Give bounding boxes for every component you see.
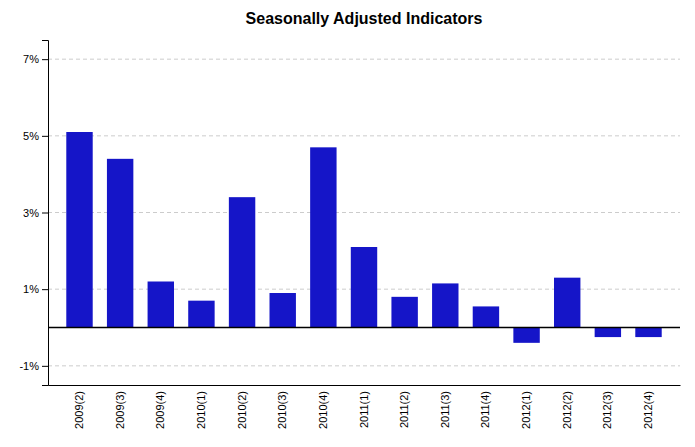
x-tick-label: 2011(1) [358,391,370,428]
bar [229,197,255,327]
y-axis-line [42,41,49,386]
grid-line [48,212,680,213]
bar [148,282,174,328]
x-tick-label: 2011(2) [398,391,410,428]
x-tick-label: 2012(4) [642,391,654,429]
y-tick-mark [42,213,48,214]
zero-line [48,327,680,329]
x-tick: 2012(3) [601,391,613,429]
x-tick: 2012(1) [520,391,532,429]
x-tick-label: 2011(3) [439,391,451,428]
x-tick: 2011(4) [479,391,491,428]
chart: -1%1%3%5%7%2009(2)2009(3)2009(4)2010(1)2… [0,0,695,447]
y-tick-label: -1% [19,360,39,372]
bar [351,247,377,328]
x-tick: 2010(1) [195,391,207,429]
y-tick-label: 3% [23,207,39,219]
x-tick-label: 2010(2) [236,391,248,429]
bar [554,278,580,328]
y-tick: 7% [23,53,48,65]
grid [48,59,680,366]
bar [635,328,661,338]
x-tick-label: 2012(1) [520,391,532,429]
x-tick: 2010(4) [317,391,329,429]
plot: -1%1%3%5%7%2009(2)2009(3)2009(4)2010(1)2… [19,41,680,429]
bars [48,132,680,343]
x-tick: 2011(1) [358,391,370,428]
x-tick-label: 2012(3) [601,391,613,429]
x-tick-label: 2010(1) [195,391,207,429]
x-tick-label: 2009(3) [114,391,126,429]
y-tick-mark [42,366,48,367]
x-tick: 2012(4) [642,391,654,429]
x-tick: 2010(3) [276,391,288,429]
x-tick: 2009(2) [73,391,85,429]
bar [432,283,458,327]
x-tick: 2011(2) [398,391,410,428]
x-tick-label: 2009(2) [73,391,85,429]
y-tick: -1% [19,360,48,372]
title: Seasonally Adjusted Indicators [246,10,483,27]
x-axis-line [49,385,681,386]
y-tick: 5% [23,130,48,142]
x-tick-label: 2011(4) [479,391,491,428]
x-tick: 2011(3) [439,391,451,428]
x-tick: 2009(4) [154,391,166,429]
x-tick: 2009(3) [114,391,126,429]
x-tick: 2010(2) [236,391,248,429]
bar [473,306,499,327]
y-tick-mark [42,136,48,137]
grid-line [48,135,680,136]
y-tick-mark [42,289,48,290]
y-tick: 3% [23,207,48,219]
y-tick-label: 1% [23,283,39,295]
bar [595,328,621,338]
bar [270,293,296,328]
y-tick-label: 5% [23,130,39,142]
x-axis: 2009(2) 2009(3) 2009(4) 2010(1) 2010(2) 2010(… [49,386,681,429]
x-tick: 2012(2) [561,391,573,429]
y-tick-mark [42,59,48,60]
bar [188,301,214,328]
bar [66,132,92,328]
x-tick-label: 2010(4) [317,391,329,429]
bar [107,159,133,328]
x-tick-label: 2012(2) [561,391,573,429]
grid-line [48,365,680,366]
bar [513,328,539,343]
y-tick: 1% [23,283,48,295]
x-tick-label: 2010(3) [276,391,288,429]
grid-line [48,59,680,60]
y-axis: -1% 1% 3% 5% 7% [19,41,48,386]
bar [310,147,336,327]
x-tick-label: 2009(4) [154,391,166,429]
bar [391,297,417,328]
y-tick-label: 7% [23,53,39,65]
